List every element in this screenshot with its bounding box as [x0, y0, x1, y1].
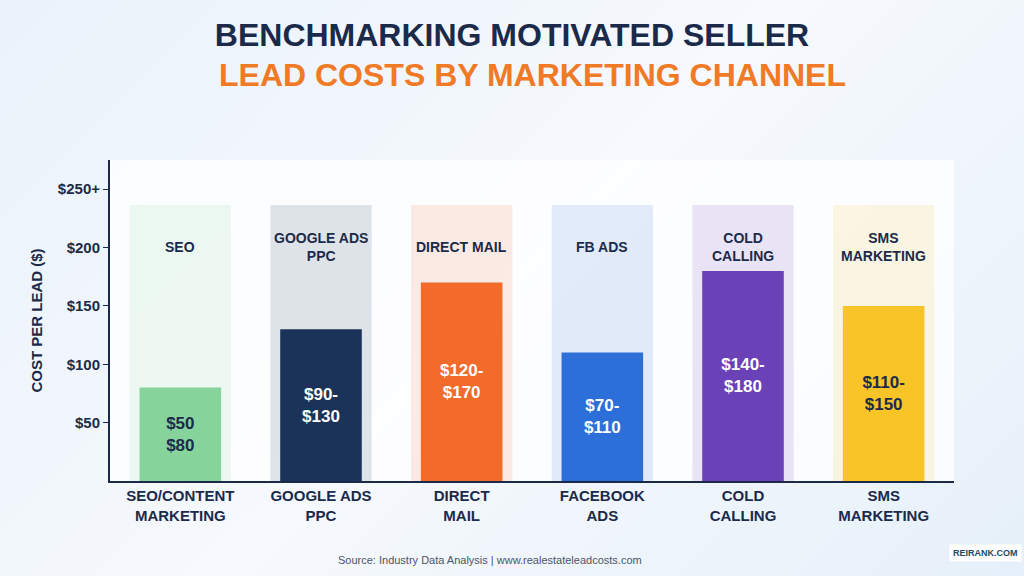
svg-text:LEAD COSTS BY MARKETING CHANNE: LEAD COSTS BY MARKETING CHANNEL: [219, 57, 846, 93]
svg-text:$50$80: $50$80: [166, 414, 194, 455]
svg-text:$50: $50: [75, 414, 100, 431]
svg-text:$70-$110: $70-$110: [584, 396, 621, 437]
svg-text:FB ADS: FB ADS: [576, 239, 628, 255]
svg-text:COST PER LEAD ($): COST PER LEAD ($): [28, 248, 45, 392]
svg-text:SMSMARKETING: SMSMARKETING: [841, 230, 926, 264]
svg-text:SEO: SEO: [165, 239, 195, 255]
svg-text:$110-$150: $110-$150: [862, 373, 905, 414]
svg-text:GOOGLE ADSPPC: GOOGLE ADSPPC: [274, 230, 368, 264]
svg-text:$120-$170: $120-$170: [440, 361, 483, 402]
svg-text:SEO/CONTENTMARKETING: SEO/CONTENTMARKETING: [126, 487, 234, 524]
svg-text:$150: $150: [67, 297, 100, 314]
svg-text:GOOGLE ADSPPC: GOOGLE ADSPPC: [270, 487, 371, 524]
svg-text:FACEBOOKADS: FACEBOOKADS: [560, 487, 645, 524]
svg-text:COLDCALLING: COLDCALLING: [710, 487, 777, 524]
svg-text:SMSMARKETING: SMSMARKETING: [838, 487, 929, 524]
svg-text:$250+: $250+: [58, 180, 100, 197]
svg-text:$140-$180: $140-$180: [721, 355, 764, 396]
svg-text:REIRANK.COM: REIRANK.COM: [953, 548, 1018, 558]
svg-text:BENCHMARKING MOTIVATED SELLER: BENCHMARKING MOTIVATED SELLER: [215, 17, 809, 53]
svg-text:$200: $200: [67, 239, 100, 256]
svg-text:Source: Industry Data Analysis: Source: Industry Data Analysis | www.rea…: [338, 554, 642, 566]
svg-text:COLDCALLING: COLDCALLING: [712, 230, 774, 264]
svg-text:$90-$130: $90-$130: [302, 385, 340, 426]
svg-text:$100: $100: [67, 356, 100, 373]
svg-text:DIRECTMAIL: DIRECTMAIL: [434, 487, 490, 524]
svg-text:DIRECT MAIL: DIRECT MAIL: [416, 239, 507, 255]
